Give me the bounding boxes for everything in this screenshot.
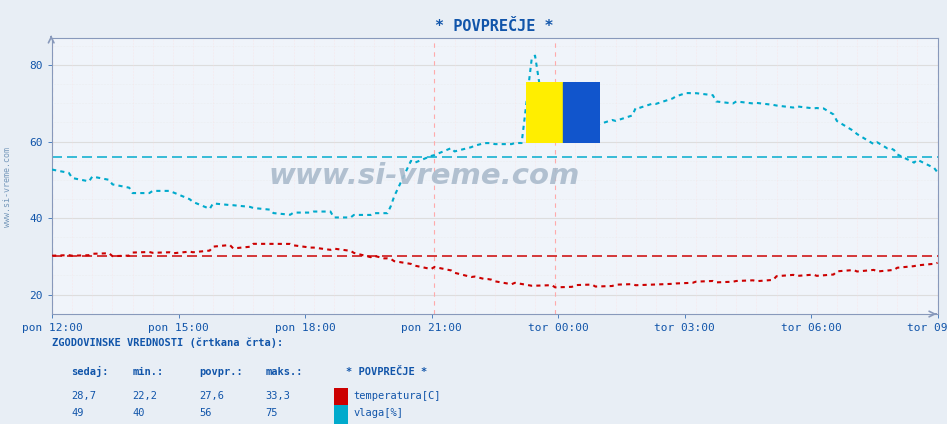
Text: 33,3: 33,3: [265, 391, 290, 401]
Title: * POVPREČJE *: * POVPREČJE *: [436, 19, 554, 34]
Text: sedaj:: sedaj:: [71, 366, 109, 377]
Text: ZGODOVINSKE VREDNOSTI (črtkana črta):: ZGODOVINSKE VREDNOSTI (črtkana črta):: [52, 337, 283, 348]
Text: vlaga[%]: vlaga[%]: [353, 408, 403, 418]
Text: www.si-vreme.com: www.si-vreme.com: [3, 147, 12, 226]
Bar: [526, 82, 563, 143]
Text: * POVPREČJE *: * POVPREČJE *: [346, 367, 427, 377]
Text: 56: 56: [199, 408, 211, 418]
Text: povpr.:: povpr.:: [199, 367, 242, 377]
Bar: [563, 82, 600, 143]
Text: 27,6: 27,6: [199, 391, 223, 401]
Text: maks.:: maks.:: [265, 367, 303, 377]
Text: 75: 75: [265, 408, 277, 418]
Text: 49: 49: [71, 408, 83, 418]
Text: 28,7: 28,7: [71, 391, 96, 401]
Text: www.si-vreme.com: www.si-vreme.com: [268, 162, 580, 190]
Text: min.:: min.:: [133, 367, 164, 377]
Text: 22,2: 22,2: [133, 391, 157, 401]
Text: temperatura[C]: temperatura[C]: [353, 391, 440, 401]
Text: 40: 40: [133, 408, 145, 418]
